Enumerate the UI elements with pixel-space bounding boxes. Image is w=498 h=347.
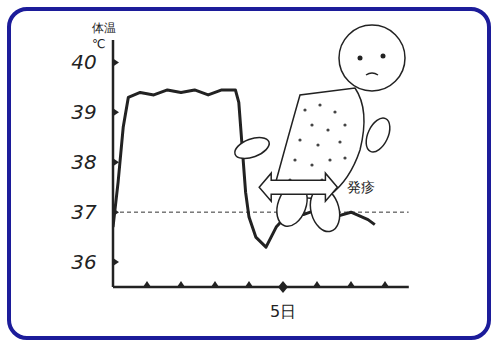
x-tick [313,281,321,287]
x-tick [211,281,219,287]
x-tick [278,281,288,293]
baby-dot [343,156,346,159]
baby-dot [316,143,319,146]
y-tick [113,58,119,66]
chart-root: 体温 ℃ 36 37 38 39 40 5日 発疹 [0,0,498,347]
baby-dot [303,108,306,111]
x-tick [143,281,151,287]
rash-arrow [259,173,337,201]
baby-arm [232,133,272,162]
y-tick [113,258,119,266]
x-tick [347,281,355,287]
y-tick [113,108,119,116]
baby-dot [310,123,313,126]
baby-eye [381,54,386,59]
baby-dot [293,158,296,161]
baby-eye [358,56,363,61]
x-axis [113,286,409,289]
chart: 体温 ℃ 36 37 38 39 40 5日 発疹 [0,0,498,347]
x-tick [245,281,253,287]
baby-mouth [366,73,378,75]
baby-illustration [232,25,405,235]
y-tick-label: 36 [71,250,96,274]
baby-head [339,25,405,91]
y-label: 体温 [92,21,116,35]
y-tick-label: 37 [71,200,97,224]
frame [9,9,489,338]
y-tick-label: 38 [71,150,96,174]
baby-dot [338,140,341,143]
y-unit: ℃ [92,37,105,51]
rash-label: 発疹 [347,179,375,195]
baby-dot [343,123,346,126]
x-tick-label: 5日 [270,302,296,321]
baby-dot [326,128,329,131]
y-tick-label: 40 [71,50,96,74]
y-tick [113,158,119,166]
baby-dot [318,103,321,106]
reference-line [113,212,409,213]
baby-arm [361,114,394,155]
x-tick [177,281,185,287]
plot-area [113,90,409,247]
baby-dot [328,158,331,161]
baby-dot [298,138,301,141]
baby-dot [333,110,336,113]
baby-dot [310,163,313,166]
x-tick [381,281,389,287]
y-tick-label: 39 [71,100,96,124]
